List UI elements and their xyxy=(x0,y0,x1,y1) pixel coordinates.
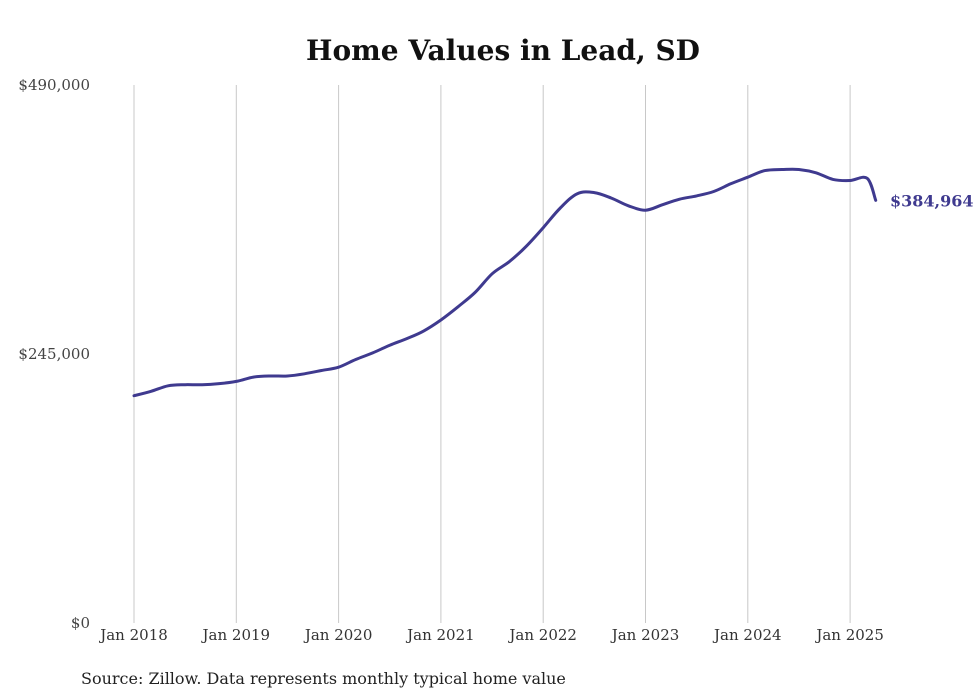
y-tick-label: $245,000 xyxy=(18,345,90,363)
x-tick-label: Jan 2018 xyxy=(98,626,168,644)
chart-title: Home Values in Lead, SD xyxy=(306,34,700,67)
y-axis-ticks: $0 $245,000 $490,000 xyxy=(18,76,90,632)
source-note: Source: Zillow. Data represents monthly … xyxy=(81,669,566,688)
x-tick-label: Jan 2024 xyxy=(712,626,782,644)
y-tick-label: $0 xyxy=(71,614,90,632)
y-tick-label: $490,000 xyxy=(18,76,90,94)
x-tick-label: Jan 2019 xyxy=(201,626,271,644)
x-tick-label: Jan 2021 xyxy=(405,626,475,644)
x-tick-label: Jan 2023 xyxy=(610,626,680,644)
series-line-home-value xyxy=(132,167,878,398)
x-tick-label: Jan 2022 xyxy=(507,626,577,644)
gridlines xyxy=(133,85,851,623)
x-tick-label: Jan 2025 xyxy=(814,626,884,644)
x-tick-label: Jan 2020 xyxy=(303,626,373,644)
x-axis-ticks: Jan 2018 Jan 2019 Jan 2020 Jan 2021 Jan 2022… xyxy=(98,626,884,644)
end-value-label: $384,964 xyxy=(890,191,974,210)
